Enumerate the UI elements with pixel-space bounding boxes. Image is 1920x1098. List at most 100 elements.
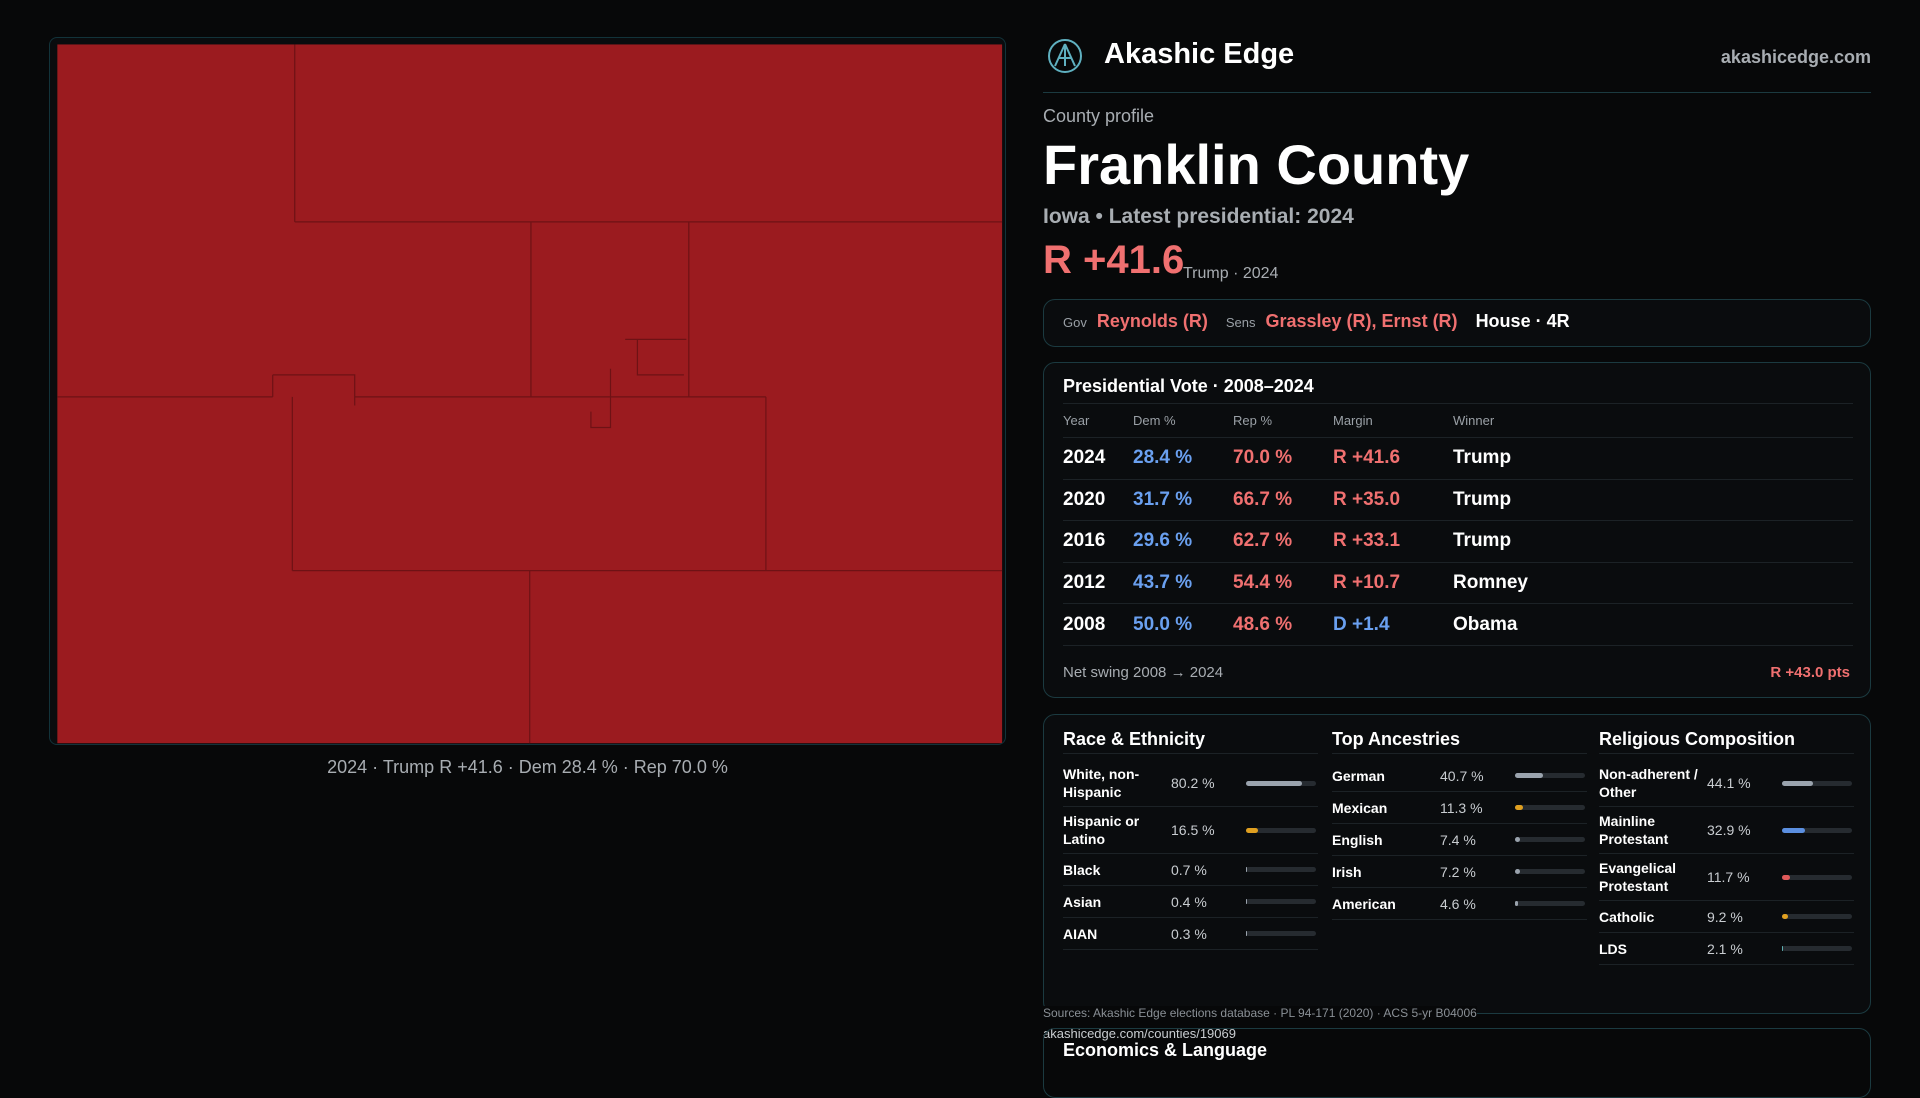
official-names: Grassley (R), Ernst (R) [1266, 311, 1458, 332]
bar-track [1782, 875, 1852, 880]
demo-name: White, non-Hispanic [1063, 765, 1171, 801]
map-caption: 2024 · Trump R +41.6 · Dem 28.4 % · Rep … [49, 757, 1006, 778]
demo-name: Catholic [1599, 908, 1707, 926]
demo-value: 0.3 % [1171, 926, 1246, 942]
bar [1782, 828, 1805, 833]
table-cell: Romney [1453, 572, 1528, 594]
demo-value: 0.7 % [1171, 862, 1246, 878]
table-cell: R +41.6 [1333, 447, 1453, 469]
panel-title: Race & Ethnicity [1063, 724, 1318, 754]
bar [1782, 914, 1788, 919]
table-cell: 2024 [1063, 447, 1133, 469]
table-cell: 2016 [1063, 530, 1133, 552]
demo-name: LDS [1599, 940, 1707, 958]
panel-title: Religious Composition [1599, 724, 1854, 754]
demo-value: 44.1 % [1707, 775, 1782, 791]
presidential-title: Presidential Vote · 2008–2024 [1063, 376, 1314, 397]
table-cell: 2008 [1063, 614, 1133, 636]
demo-name: Mainline Protestant [1599, 812, 1707, 848]
panel: Religious Composition Non-adherent / Othe… [1599, 724, 1854, 965]
table-cell: 50.0 % [1133, 614, 1233, 636]
table-cell: 2020 [1063, 489, 1133, 511]
demo-value: 11.7 % [1707, 869, 1782, 885]
bar [1515, 773, 1543, 778]
demo-name: Mexican [1332, 799, 1440, 817]
table-cell: 54.4 % [1233, 572, 1333, 594]
bar-track [1782, 828, 1852, 833]
demo-value: 0.4 % [1171, 894, 1246, 910]
bar-track [1515, 805, 1585, 810]
bar-track [1515, 901, 1585, 906]
demo-name: Non-adherent / Other [1599, 765, 1707, 801]
demo-value: 16.5 % [1171, 822, 1246, 838]
bar [1515, 805, 1523, 810]
demo-value: 32.9 % [1707, 822, 1782, 838]
official-names: House · 4R [1476, 311, 1570, 332]
divider [1043, 92, 1871, 93]
bar-track [1782, 781, 1852, 786]
table-cell: 2012 [1063, 572, 1133, 594]
table-cell: Trump [1453, 489, 1511, 511]
bar-track [1246, 867, 1316, 872]
table-cell: 70.0 % [1233, 447, 1333, 469]
bar-track [1246, 899, 1316, 904]
table-cell: Trump [1453, 530, 1511, 552]
demo-name: Hispanic or Latino [1063, 812, 1171, 848]
column-header: Dem % [1133, 413, 1233, 428]
table-cell: R +33.1 [1333, 530, 1453, 552]
bar-track [1515, 773, 1585, 778]
bar-track [1246, 931, 1316, 936]
table-cell: D +1.4 [1333, 614, 1453, 636]
map-panel [49, 37, 1006, 745]
kicker: County profile [1043, 106, 1154, 127]
column-header: Year [1063, 413, 1133, 428]
table-cell: 28.4 % [1133, 447, 1233, 469]
bar [1782, 875, 1790, 880]
bar-track [1782, 946, 1852, 951]
bar [1515, 837, 1520, 842]
demo-name: Black [1063, 861, 1171, 879]
table-cell: Obama [1453, 614, 1517, 636]
demo-name: Asian [1063, 893, 1171, 911]
demo-value: 11.3 % [1440, 800, 1515, 816]
panel-title: Top Ancestries [1332, 724, 1587, 754]
table-cell: R +35.0 [1333, 489, 1453, 511]
bar-track [1515, 869, 1585, 874]
official-names: Reynolds (R) [1097, 311, 1208, 332]
demo-value: 7.2 % [1440, 864, 1515, 880]
demo-name: American [1332, 895, 1440, 913]
bar [1515, 869, 1520, 874]
economics-box [1043, 1028, 1871, 1098]
bar [1782, 946, 1783, 951]
demo-value: 7.4 % [1440, 832, 1515, 848]
table-cell: Trump [1453, 447, 1511, 469]
table-cell: 43.7 % [1133, 572, 1233, 594]
demo-value: 40.7 % [1440, 768, 1515, 784]
site[interactable]: akashicedge.com [1721, 47, 1871, 68]
bar [1515, 901, 1518, 906]
bar-track [1246, 781, 1316, 786]
bar [1246, 828, 1258, 833]
county-title: Franklin County [1043, 132, 1469, 197]
demo-name: Evangelical Protestant [1599, 859, 1707, 895]
